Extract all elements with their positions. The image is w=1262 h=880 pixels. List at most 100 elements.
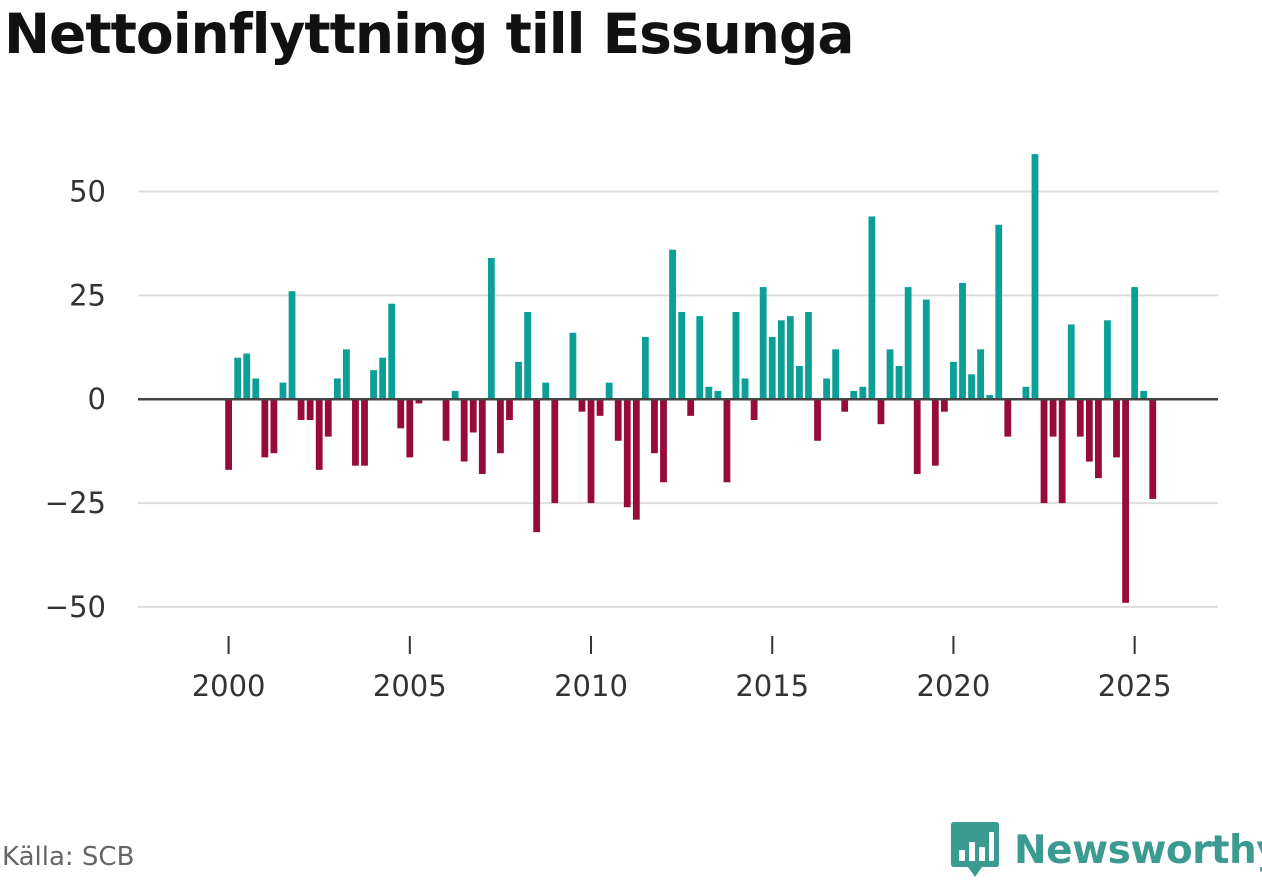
- bar: [750, 399, 758, 420]
- bar: [1040, 399, 1048, 504]
- bar: [913, 399, 921, 474]
- bar: [379, 357, 387, 400]
- bars: [225, 154, 1157, 603]
- bar: [333, 378, 341, 400]
- y-tick-label: 25: [69, 278, 106, 312]
- bar: [1095, 399, 1102, 479]
- bar: [723, 399, 731, 483]
- bar: [696, 316, 704, 400]
- bar: [1076, 399, 1084, 437]
- bar: [986, 395, 994, 400]
- bar: [796, 366, 803, 400]
- source-label: Källa: SCB: [2, 842, 135, 872]
- bar: [705, 386, 713, 400]
- bar: [361, 399, 368, 466]
- bar: [669, 249, 676, 400]
- x-tick-label: 2025: [1098, 669, 1172, 703]
- bar: [714, 390, 722, 400]
- x-tick-label: 2000: [192, 669, 266, 703]
- bar: [388, 303, 396, 400]
- bar: [288, 291, 296, 400]
- bar: [768, 336, 776, 400]
- bar: [931, 399, 939, 466]
- bar: [868, 216, 876, 400]
- bar: [506, 399, 513, 420]
- bar: [850, 390, 858, 400]
- bar: [578, 399, 586, 412]
- y-tick-label: −50: [45, 590, 106, 624]
- bar: [324, 399, 332, 437]
- bar: [1113, 399, 1120, 458]
- bar: [841, 399, 849, 412]
- bar: [895, 366, 903, 400]
- x-tick-label: 2010: [554, 669, 628, 703]
- bar: [587, 399, 595, 504]
- bar: [261, 399, 269, 458]
- bar: [959, 282, 966, 400]
- bar: [252, 378, 260, 400]
- bar: [442, 399, 450, 441]
- bar: [741, 378, 749, 400]
- bar: [234, 357, 242, 400]
- x-tick-label: 2015: [735, 669, 809, 703]
- bar: [542, 382, 550, 400]
- bar: [614, 399, 622, 441]
- bar: [342, 349, 350, 400]
- logo-text: Newsworthy: [1014, 827, 1262, 873]
- bar: [805, 312, 812, 400]
- bar: [352, 399, 359, 466]
- bar: [777, 320, 785, 400]
- bar: [886, 349, 894, 400]
- bar: [406, 399, 414, 458]
- bar: [551, 399, 559, 504]
- bar: [533, 399, 541, 533]
- bar: [1104, 320, 1111, 400]
- bar: [370, 370, 377, 400]
- x-tick-label: 2020: [917, 669, 991, 703]
- bar: [451, 390, 459, 400]
- bar-chart-speech-bubble-icon: [951, 822, 999, 877]
- bar: [732, 312, 740, 400]
- y-tick-label: −25: [45, 486, 106, 520]
- bar: [678, 312, 686, 400]
- bar: [1031, 154, 1039, 400]
- bar: [687, 399, 695, 416]
- newsworthy-logo: Newsworthy: [950, 820, 1262, 880]
- bar: [968, 374, 975, 400]
- bar: [759, 287, 767, 400]
- bar: [632, 399, 640, 520]
- bar: [995, 224, 1003, 400]
- bar: [814, 399, 821, 441]
- bar: [478, 399, 486, 474]
- bar: [1022, 386, 1030, 400]
- bar: [832, 349, 840, 400]
- bar: [315, 399, 323, 470]
- bar: [497, 399, 504, 454]
- bar: [1067, 324, 1075, 400]
- bar: [950, 361, 957, 400]
- bar: [279, 382, 287, 400]
- bar: [270, 399, 278, 454]
- bar: [1058, 399, 1066, 504]
- bar: [297, 399, 305, 420]
- bar: [596, 399, 604, 416]
- bar: [1004, 399, 1012, 437]
- bar: [469, 399, 477, 433]
- bar: [243, 353, 251, 400]
- bar: [977, 349, 985, 400]
- y-tick-label: 0: [88, 382, 106, 416]
- bar: [651, 399, 658, 454]
- bar: [524, 312, 531, 400]
- axes: −50 −25 0 25 50 2000 2005 2010 2015 2020 2025: [45, 175, 1218, 703]
- bar: [306, 399, 314, 420]
- bar: [605, 382, 613, 400]
- bar: [823, 378, 830, 400]
- bar: [904, 287, 912, 400]
- bar: [641, 336, 649, 400]
- y-tick-label: 50: [69, 175, 106, 209]
- bar: [940, 399, 948, 412]
- bar: [786, 316, 794, 400]
- bar: [460, 399, 468, 462]
- bar: [1131, 287, 1139, 400]
